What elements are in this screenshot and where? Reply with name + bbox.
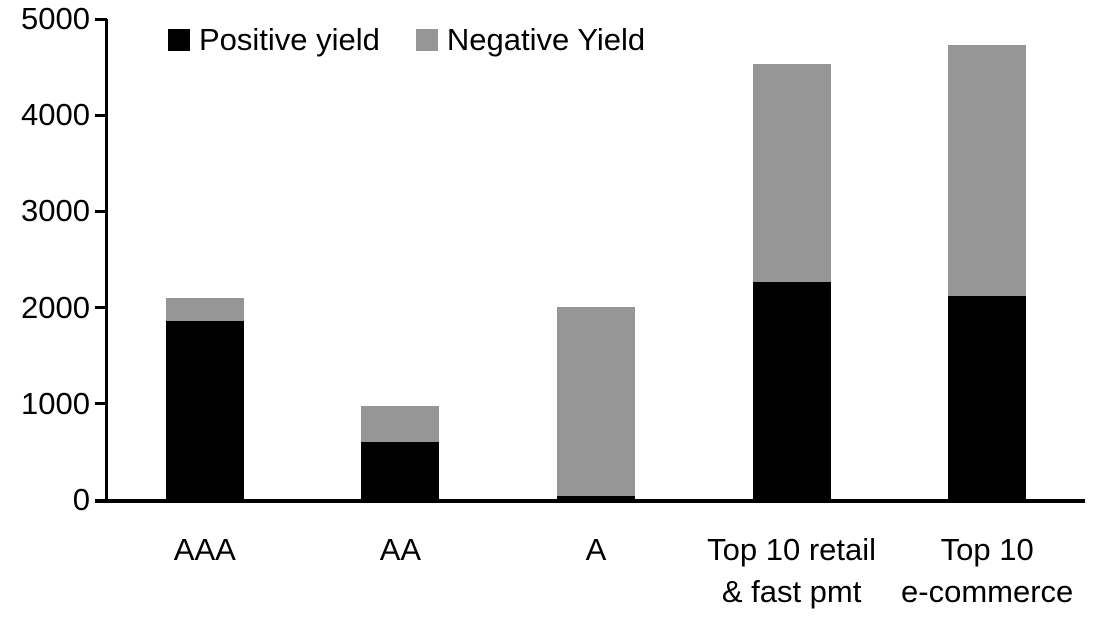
y-tick-label-5000: 5000 — [21, 1, 90, 36]
plot-area — [107, 19, 1085, 500]
legend-label-positive-yield: Positive yield — [199, 22, 380, 57]
y-tick-3000 — [95, 209, 107, 213]
y-tick-5000 — [95, 17, 107, 21]
x-axis-label-a: A — [471, 529, 721, 571]
bar-segment-positive-yield-top-10-retail-fast-pmt — [752, 281, 831, 500]
y-tick-label-3000: 3000 — [21, 193, 90, 229]
bar-segment-positive-yield-aaa — [165, 321, 244, 500]
x-axis-label-line: & fast pmt — [721, 574, 862, 609]
y-tick-label-0: 0 — [72, 482, 90, 517]
y-axis-line — [105, 19, 108, 502]
y-tick-label-2000: 2000 — [21, 289, 90, 325]
x-axis-label-aaa: AAA — [80, 529, 330, 571]
legend-item-positive-yield: Positive yield — [168, 22, 380, 58]
x-axis-label-line: Top 10 — [940, 532, 1034, 567]
x-axis-label-top-10-retail-fast-pmt: Top 10 retail & fast pmt — [667, 529, 917, 613]
x-axis-label-line: A — [585, 532, 607, 567]
x-axis-label-line: AAA — [173, 532, 236, 567]
legend-item-negative-yield: Negative Yield — [415, 22, 646, 58]
bar-segment-negative-yield-aaa — [165, 298, 244, 322]
legend-label-negative-yield: Negative Yield — [446, 22, 646, 57]
bar-segment-negative-yield-top-10-retail-fast-pmt — [752, 64, 831, 282]
y-tick-label-4000: 4000 — [21, 97, 90, 133]
y-tick-4000 — [95, 113, 107, 117]
x-axis-label-line: Top 10 retail — [707, 532, 877, 567]
x-axis-label-top-10-e-commerce: Top 10 e-commerce — [862, 529, 1102, 613]
x-axis-label-line: AA — [379, 532, 422, 567]
y-tick-label-1000: 1000 — [21, 385, 90, 421]
legend: Positive yield Negative Yield — [168, 22, 645, 58]
bar-segment-positive-yield-aa — [361, 442, 440, 500]
bar-segment-negative-yield-a — [557, 306, 635, 497]
bar-segment-positive-yield-a — [557, 496, 635, 500]
y-tick-1000 — [95, 402, 107, 406]
positive-yield-swatch-icon — [168, 29, 190, 51]
x-axis-label-line: e-commerce — [901, 574, 1074, 609]
bar-segment-positive-yield-top-10-e-commerce — [948, 296, 1027, 500]
x-axis-line — [95, 499, 1085, 503]
y-tick-2000 — [95, 306, 107, 310]
bar-segment-negative-yield-aa — [361, 405, 440, 443]
x-axis-label-aa: AA — [275, 529, 525, 571]
bar-segment-negative-yield-top-10-e-commerce — [948, 44, 1027, 297]
negative-yield-swatch-icon — [415, 29, 438, 51]
